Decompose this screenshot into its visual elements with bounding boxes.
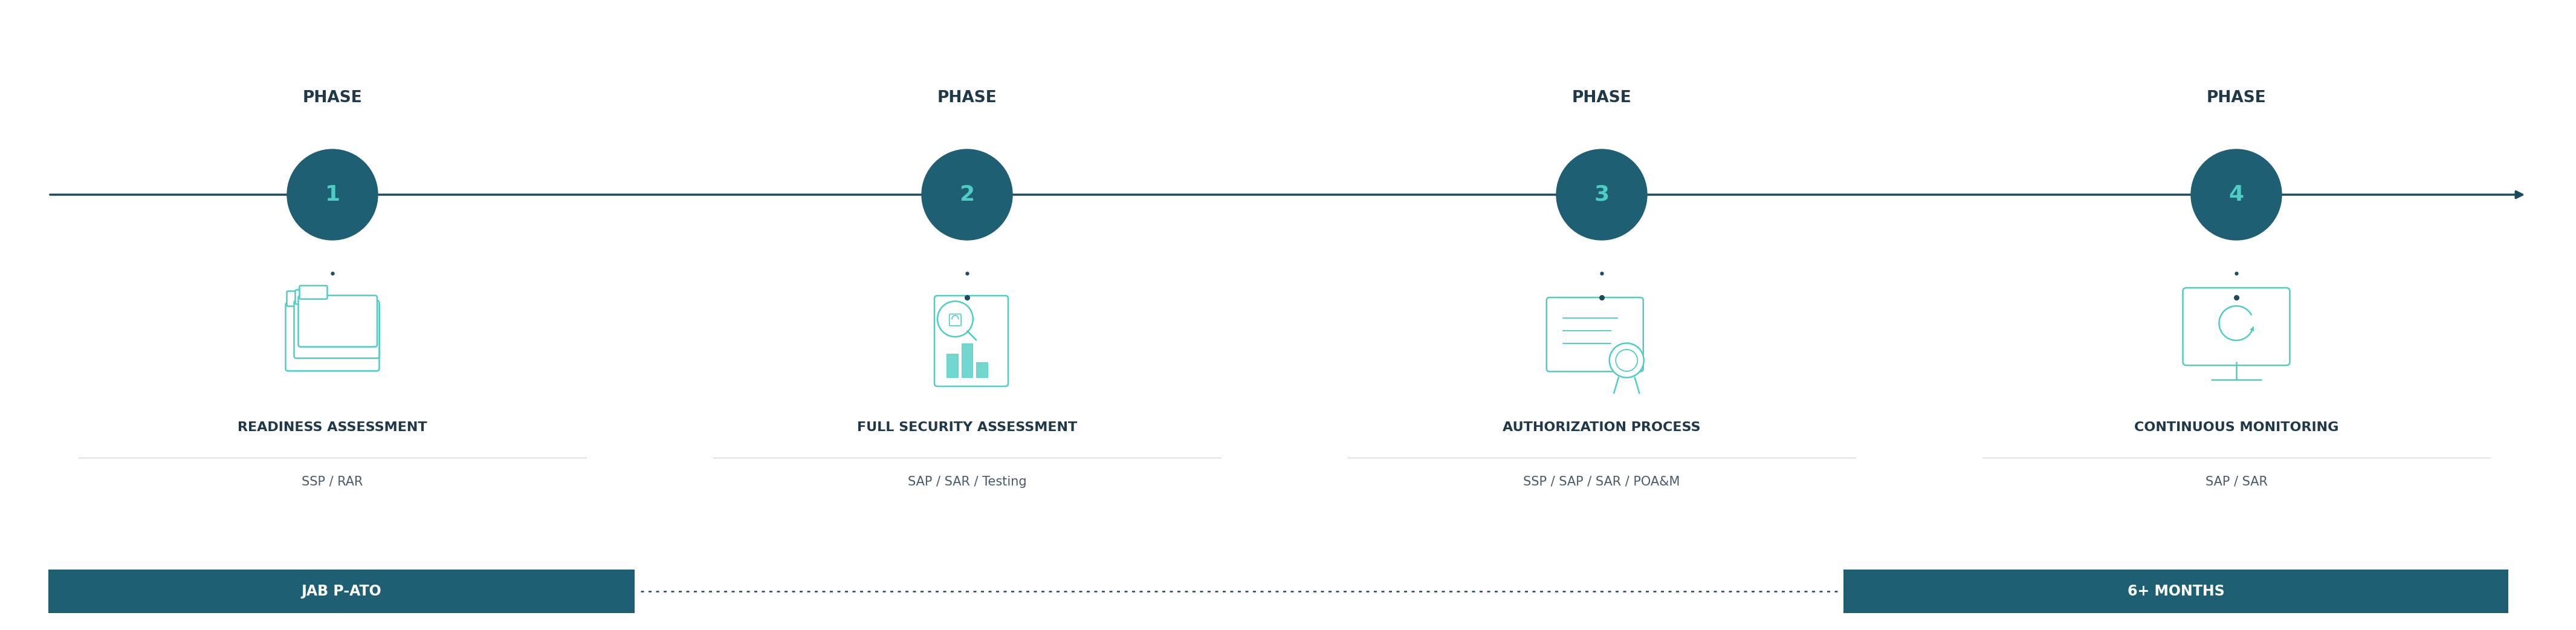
Text: PHASE: PHASE [1571, 90, 1631, 106]
Text: CONTINUOUS MONITORING: CONTINUOUS MONITORING [2133, 421, 2339, 433]
Text: SSP / SAP / SAR / POA&M: SSP / SAP / SAR / POA&M [1522, 476, 1680, 488]
FancyBboxPatch shape [294, 301, 379, 358]
Text: PHASE: PHASE [938, 90, 997, 106]
Text: JAB P-ATO: JAB P-ATO [301, 584, 381, 598]
FancyBboxPatch shape [296, 290, 325, 304]
FancyBboxPatch shape [2182, 288, 2290, 365]
FancyBboxPatch shape [935, 295, 1007, 386]
FancyBboxPatch shape [1844, 570, 2509, 613]
Text: PHASE: PHASE [301, 90, 363, 106]
Circle shape [1615, 350, 1638, 371]
Text: AUTHORIZATION PROCESS: AUTHORIZATION PROCESS [1502, 421, 1700, 433]
Circle shape [2192, 149, 2282, 240]
Text: 6+ MONTHS: 6+ MONTHS [2128, 584, 2226, 598]
FancyBboxPatch shape [1546, 297, 1643, 372]
FancyBboxPatch shape [961, 343, 974, 377]
Text: PHASE: PHASE [2208, 90, 2267, 106]
Text: SAP / SAR: SAP / SAR [2205, 476, 2267, 488]
Circle shape [1556, 149, 1646, 240]
FancyBboxPatch shape [948, 353, 958, 377]
FancyBboxPatch shape [976, 362, 987, 377]
Text: FULL SECURITY ASSESSMENT: FULL SECURITY ASSESSMENT [858, 421, 1077, 433]
FancyBboxPatch shape [951, 314, 961, 326]
Circle shape [938, 301, 974, 337]
Text: 4: 4 [2228, 185, 2244, 205]
Text: 3: 3 [1595, 185, 1610, 205]
Circle shape [922, 149, 1012, 240]
Text: 1: 1 [325, 185, 340, 205]
Text: 2: 2 [958, 185, 974, 205]
Text: READINESS ASSESSMENT: READINESS ASSESSMENT [237, 421, 428, 433]
Text: SAP / SAR / Testing: SAP / SAR / Testing [907, 476, 1025, 488]
Circle shape [1610, 343, 1643, 377]
Circle shape [286, 149, 379, 240]
FancyBboxPatch shape [286, 291, 322, 306]
FancyBboxPatch shape [299, 285, 327, 299]
FancyBboxPatch shape [49, 570, 634, 613]
FancyBboxPatch shape [286, 302, 379, 371]
FancyBboxPatch shape [299, 295, 376, 346]
Text: SSP / RAR: SSP / RAR [301, 476, 363, 488]
